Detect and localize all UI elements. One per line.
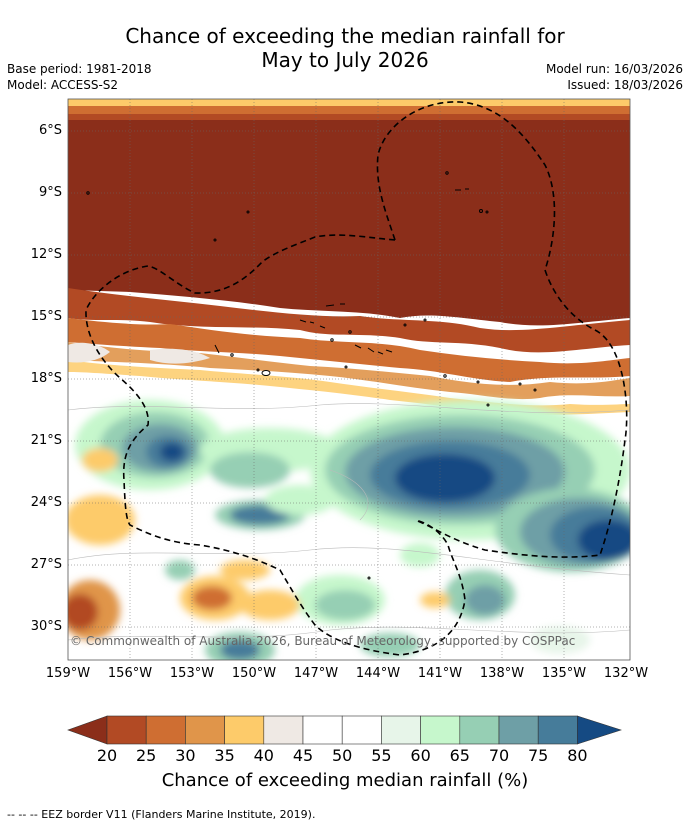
colorbar xyxy=(67,715,622,745)
colorbar-cell xyxy=(420,715,461,745)
model-name: Model: ACCESS-S2 xyxy=(7,78,119,92)
colorbar-tick: 20 xyxy=(96,746,118,765)
colorbar-cell xyxy=(224,715,265,745)
colorbar-cell xyxy=(537,715,578,745)
colorbar-tick: 35 xyxy=(214,746,235,765)
colorbar-tick: 25 xyxy=(136,746,157,765)
lon-tick: 156°W xyxy=(107,666,153,681)
lat-tick: 6°S xyxy=(38,123,62,138)
colorbar-tick: 45 xyxy=(292,746,314,765)
lat-tick: 18°S xyxy=(30,371,62,386)
colorbar-tick: 65 xyxy=(449,746,470,765)
eez-border xyxy=(85,101,628,656)
map-title-line2: May to July 2026 xyxy=(261,48,429,72)
lon-tick: 144°W xyxy=(355,666,401,681)
lon-tick: 150°W xyxy=(231,666,277,681)
colorbar-tick: 50 xyxy=(332,746,353,765)
colorbar-cell xyxy=(302,715,343,745)
lon-tick: 135°W xyxy=(541,666,587,681)
colorbar-tick: 75 xyxy=(528,746,549,765)
lon-tick: 153°W xyxy=(169,666,215,681)
map-title-line1: Chance of exceeding the median rainfall … xyxy=(125,24,565,48)
colorbar-tick: 40 xyxy=(253,746,274,765)
colorbar-tick: 55 xyxy=(371,746,392,765)
colorbar-extend-low xyxy=(67,715,108,745)
lat-tick: 30°S xyxy=(30,619,62,634)
issued-date: Issued: 18/03/2026 xyxy=(567,78,683,92)
lat-tick: 15°S xyxy=(30,309,62,324)
model-run: Model run: 16/03/2026 xyxy=(545,62,683,76)
colorbar-tick: 70 xyxy=(488,746,510,765)
colorbar-cell xyxy=(263,715,304,745)
colorbar-cell xyxy=(145,715,186,745)
colorbar-extend-high xyxy=(577,715,622,745)
lon-tick: 138°W xyxy=(479,666,525,681)
lat-tick: 21°S xyxy=(30,433,62,448)
lat-tick: 24°S xyxy=(30,495,62,510)
lat-tick: 9°S xyxy=(38,185,62,200)
colorbar-tick: 30 xyxy=(175,746,196,765)
lon-tick: 132°W xyxy=(603,666,649,681)
colorbar-cell xyxy=(381,715,421,745)
colorbar-tick: 60 xyxy=(410,746,431,765)
lat-tick: 12°S xyxy=(30,247,62,262)
copyright-notice: © Commonwealth of Australia 2026, Bureau… xyxy=(70,634,576,648)
colorbar-label: Chance of exceeding median rainfall (%) xyxy=(161,770,529,791)
colorbar-cell xyxy=(185,715,225,745)
eez-legend: -- -- -- EEZ border V11 (Flanders Marine… xyxy=(7,808,316,821)
colorbar-cell xyxy=(341,715,382,745)
island-outlines xyxy=(86,171,537,580)
lon-tick: 159°W xyxy=(45,666,91,681)
rainfall-map xyxy=(67,98,631,661)
colorbar-tick: 80 xyxy=(567,746,588,765)
base-period: Base period: 1981-2018 xyxy=(7,62,152,76)
rainfall-field xyxy=(68,99,630,660)
colorbar-cell xyxy=(498,715,539,745)
lon-tick: 141°W xyxy=(417,666,463,681)
lat-tick: 27°S xyxy=(30,557,62,572)
colorbar-cell xyxy=(459,715,500,745)
lon-tick: 147°W xyxy=(293,666,339,681)
colorbar-cell xyxy=(106,715,147,745)
